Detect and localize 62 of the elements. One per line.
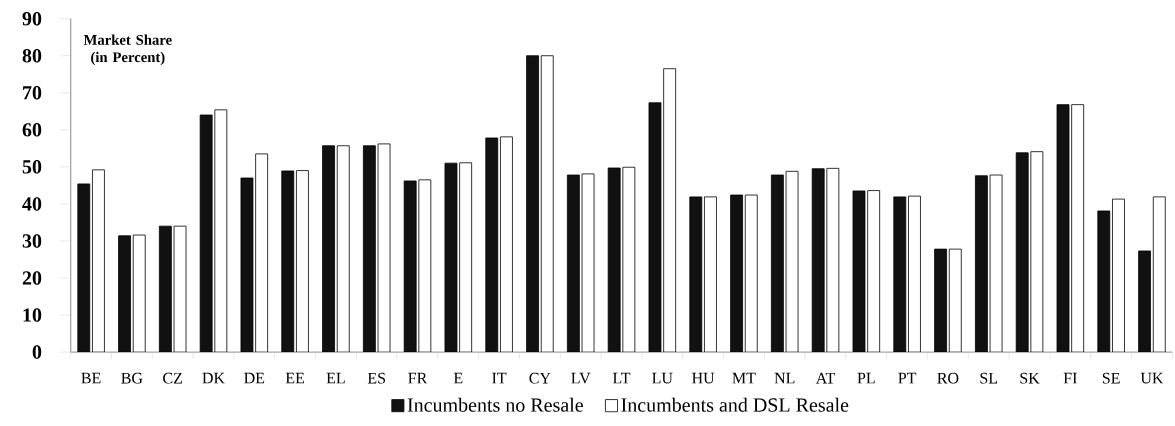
y-tick-label: 50	[22, 160, 42, 174]
x-tick-label: MT	[732, 372, 756, 384]
x-tick-label: BG	[121, 372, 143, 384]
bar	[281, 170, 295, 353]
bar	[1015, 152, 1029, 353]
x-tick-label: ES	[367, 372, 386, 384]
y-tick-label: 30	[22, 234, 42, 248]
y-tick-label: 80	[22, 48, 42, 63]
bar	[770, 174, 784, 353]
y-tick-label: 20	[22, 271, 42, 285]
bar	[158, 225, 172, 353]
x-tick-label: PT	[898, 372, 917, 384]
x-tick-label: HU	[692, 372, 715, 384]
x-tick-label: CY	[529, 372, 551, 384]
bar	[730, 194, 743, 353]
y-tick-label: 60	[22, 123, 42, 137]
x-tick-label: LV	[571, 372, 591, 384]
text: Incumbents and DSL Resale	[621, 397, 849, 412]
x-tick-label: DK	[202, 372, 225, 384]
x-tick-label: BE	[81, 372, 101, 384]
x-tick-label: SE	[1102, 372, 1120, 384]
bar	[362, 145, 376, 353]
x-tick-label: AT	[815, 372, 836, 384]
x-tick-label: DE	[244, 372, 265, 384]
bar	[1097, 210, 1111, 353]
x-tick-label: E	[453, 372, 463, 384]
bar	[934, 248, 947, 353]
bar	[322, 145, 335, 353]
y-tick-label: 10	[23, 308, 42, 322]
x-tick-label: LU	[652, 372, 673, 384]
bar	[689, 196, 703, 353]
x-tick-label: SK	[1020, 372, 1040, 384]
x-tick-label: CZ	[163, 372, 183, 384]
bar	[485, 137, 499, 353]
bar	[607, 167, 621, 353]
bar	[1138, 250, 1152, 353]
x-tick-label: FI	[1063, 372, 1077, 384]
y-tick-label: 70	[23, 85, 42, 100]
bar	[403, 180, 417, 353]
bar	[893, 196, 907, 353]
x-tick-label: NL	[774, 372, 795, 384]
bar	[975, 175, 988, 353]
x-tick-label: SL	[980, 372, 998, 384]
x-tick-label: PL	[857, 372, 875, 384]
x-tick-label: RO	[937, 372, 959, 384]
legend-label: Incumbents no Resale	[407, 397, 583, 412]
bar	[566, 174, 580, 353]
y-tick-label: 90	[22, 11, 42, 26]
x-tick-label: UK	[1140, 372, 1164, 384]
x-tick-label: FR	[408, 372, 428, 384]
x-tick-label: EE	[285, 372, 305, 384]
x-tick-label: IT	[492, 372, 507, 384]
bar	[811, 168, 825, 353]
bar	[199, 114, 213, 353]
bar	[118, 235, 131, 353]
x-tick-label: EL	[326, 372, 345, 384]
y-axis-title: Market Share (in Percent)	[83, 34, 172, 66]
x-tick-label: LT	[612, 372, 631, 384]
y-tick-label: 0	[32, 345, 42, 359]
y-tick-label: 40	[22, 197, 42, 211]
bar	[526, 55, 539, 353]
bar	[77, 183, 91, 353]
